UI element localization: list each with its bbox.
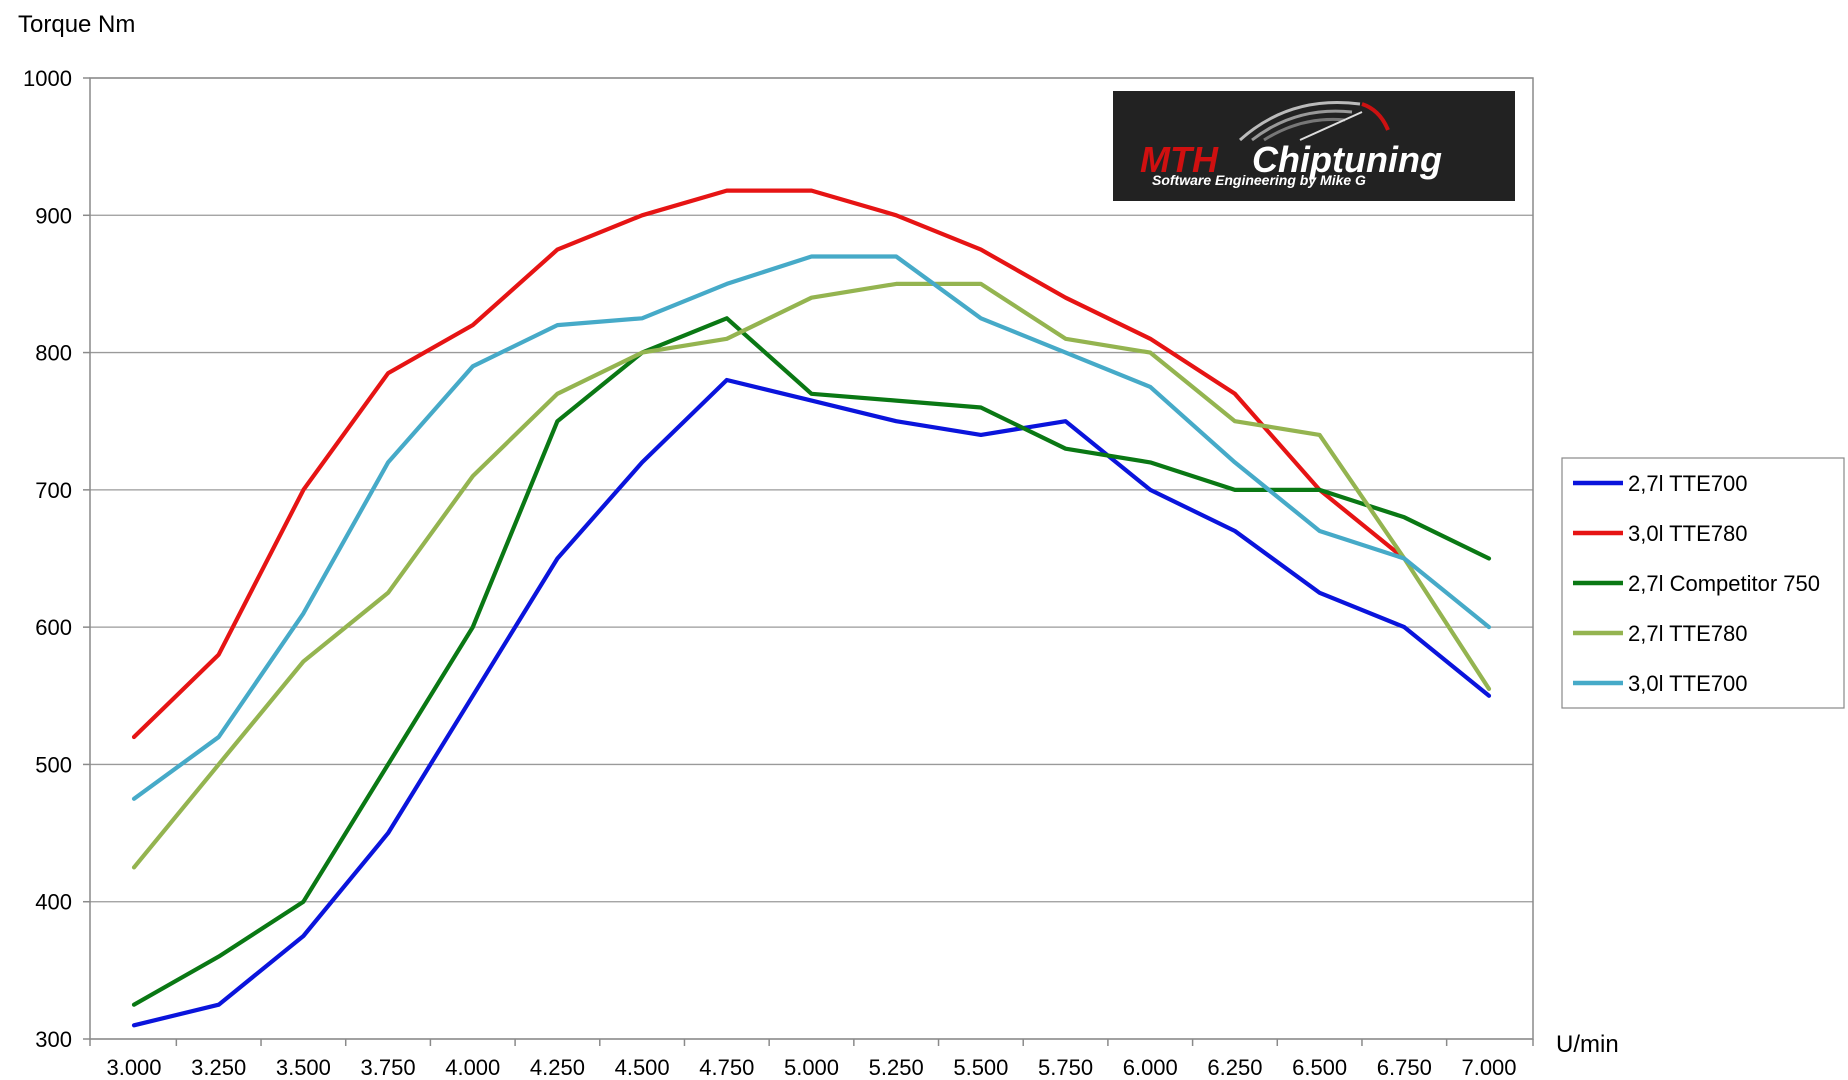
x-tick-label: 5.250 [869, 1055, 924, 1080]
x-tick-label: 5.500 [953, 1055, 1008, 1080]
series-line-5 [131, 254, 1492, 801]
y-tick-label: 900 [35, 203, 72, 228]
x-tick-labels: 3.000 3.250 3.500 3.750 4.000 4.250 4.500 4.750… [106, 1055, 1516, 1080]
series-line-3 [131, 316, 1492, 1007]
series-line-2 [131, 188, 1407, 740]
logo-brand-white: Chiptuning [1252, 139, 1442, 180]
legend-label: 3,0l TTE780 [1628, 521, 1747, 546]
series-line-1 [131, 377, 1492, 1028]
y-axis-title: Torque Nm [18, 11, 135, 38]
y-tick-label: 600 [35, 615, 72, 640]
y-tick-labels: 300 400 500 600 700 800 900 1000 [23, 66, 72, 1052]
legend-label: 2,7l Competitor 750 [1628, 571, 1820, 596]
mth-chiptuning-logo: MTH Chiptuning Software Engineering by M… [1113, 91, 1515, 201]
x-tick-label: 6.500 [1292, 1055, 1347, 1080]
x-tick-label: 6.250 [1207, 1055, 1262, 1080]
legend: 2,7l TTE700 3,0l TTE780 2,7l Competitor 75… [1561, 457, 1845, 709]
plot-frame [83, 77, 1534, 1046]
y-tick-label: 800 [35, 341, 72, 366]
y-tick-label: 400 [35, 890, 72, 915]
logo-background [1113, 91, 1515, 201]
plot-area-border [89, 77, 1534, 1040]
logo-brand-red: MTH [1140, 139, 1219, 180]
x-tick-label: 3.000 [106, 1055, 161, 1080]
speedometer-icon [1238, 101, 1390, 142]
x-axis-title: U/min [1556, 1031, 1619, 1058]
x-tick-label: 4.000 [445, 1055, 500, 1080]
x-tick-label: 7.000 [1461, 1055, 1516, 1080]
x-tick-label: 4.500 [615, 1055, 670, 1080]
y-tick-label: 500 [35, 752, 72, 777]
x-tick-label: 6.000 [1123, 1055, 1178, 1080]
x-tick-label: 3.750 [361, 1055, 416, 1080]
x-tick-label: 3.250 [191, 1055, 246, 1080]
x-tick-label: 3.500 [276, 1055, 331, 1080]
series-line-4 [131, 281, 1492, 870]
legend-label: 2,7l TTE780 [1628, 621, 1747, 646]
y-tick-label: 300 [35, 1027, 72, 1052]
series-lines [131, 188, 1492, 1028]
x-tick-label: 6.750 [1377, 1055, 1432, 1080]
x-tick-label: 4.250 [530, 1055, 585, 1080]
logo-tagline: Software Engineering by Mike G [1152, 172, 1366, 188]
legend-items: 2,7l TTE700 3,0l TTE780 2,7l Competitor 75… [1573, 471, 1820, 696]
x-tick-label: 5.750 [1038, 1055, 1093, 1080]
y-tick-label: 1000 [23, 66, 72, 91]
x-tick-label: 5.000 [784, 1055, 839, 1080]
legend-label: 2,7l TTE700 [1628, 471, 1747, 496]
legend-label: 3,0l TTE700 [1628, 671, 1747, 696]
y-tick-label: 700 [35, 478, 72, 503]
x-tick-label: 4.750 [699, 1055, 754, 1080]
